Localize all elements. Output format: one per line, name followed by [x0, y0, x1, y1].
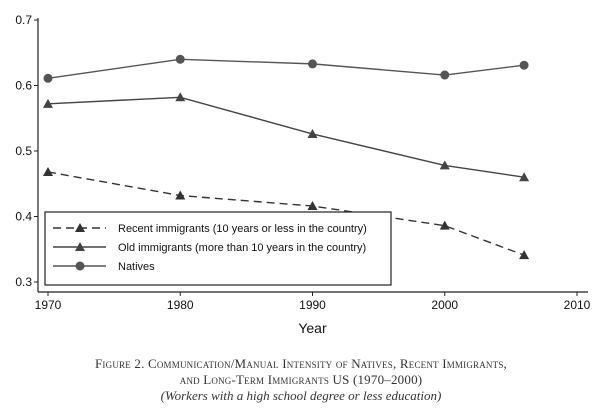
caption-line-1: Figure 2. Communication/Manual Intensity… — [95, 356, 507, 371]
series-1 — [43, 166, 530, 260]
x-tick-label: 1980 — [167, 298, 194, 312]
data-point — [175, 190, 186, 200]
y-tick-label: 0.3 — [15, 275, 32, 289]
x-tick-label: 1990 — [299, 298, 326, 312]
legend-label: Recent immigrants (10 years or less in t… — [118, 223, 367, 235]
legend-swatch-marker — [75, 242, 85, 251]
x-tick-label: 2000 — [431, 298, 458, 312]
legend-box — [44, 211, 392, 286]
x-axis-label: Year — [298, 320, 327, 336]
data-point — [307, 201, 318, 211]
legend-swatch-marker — [75, 261, 85, 271]
data-point — [439, 160, 450, 170]
data-point — [439, 220, 450, 230]
data-point — [307, 128, 318, 138]
series-3 — [43, 54, 529, 83]
legend-swatch-marker — [75, 223, 85, 232]
legend: Recent immigrants (10 years or less in t… — [44, 211, 392, 286]
series-layer — [43, 54, 530, 260]
data-point — [519, 60, 529, 70]
caption-line-3: (Workers with a high school degree or le… — [160, 388, 442, 403]
legend-label: Old immigrants (more than 10 years in th… — [118, 242, 366, 254]
y-tick-label: 0.7 — [15, 13, 32, 27]
data-point — [43, 73, 53, 83]
series-line — [47, 96, 525, 178]
caption-line-2: and Long-Term Immigrants US (1970–2000) — [179, 372, 423, 387]
data-point — [43, 98, 53, 108]
data-point — [519, 250, 530, 260]
data-point — [308, 59, 317, 69]
x-tick-label: 2010 — [564, 298, 591, 312]
axes: 0.3 0.4 0.5 0.6 0.7 1970 1980 1990 2000 2010 — [15, 13, 590, 312]
data-point — [175, 54, 185, 64]
series-line — [47, 58, 525, 79]
y-tick-label: 0.4 — [15, 210, 32, 224]
data-point — [519, 172, 530, 182]
legend-label: Natives — [118, 261, 155, 273]
y-tick-label: 0.5 — [15, 144, 32, 158]
x-tick-label: 1970 — [35, 298, 62, 312]
data-point — [175, 92, 186, 102]
data-point — [43, 166, 53, 176]
series-2 — [43, 92, 530, 182]
data-point — [440, 70, 450, 80]
figure-caption: Figure 2. Communication/Manual Intensity… — [0, 356, 602, 404]
chart: 0.3 0.4 0.5 0.6 0.7 1970 1980 1990 2000 2010 Rece… — [15, 13, 590, 336]
y-tick-label: 0.6 — [15, 79, 32, 93]
